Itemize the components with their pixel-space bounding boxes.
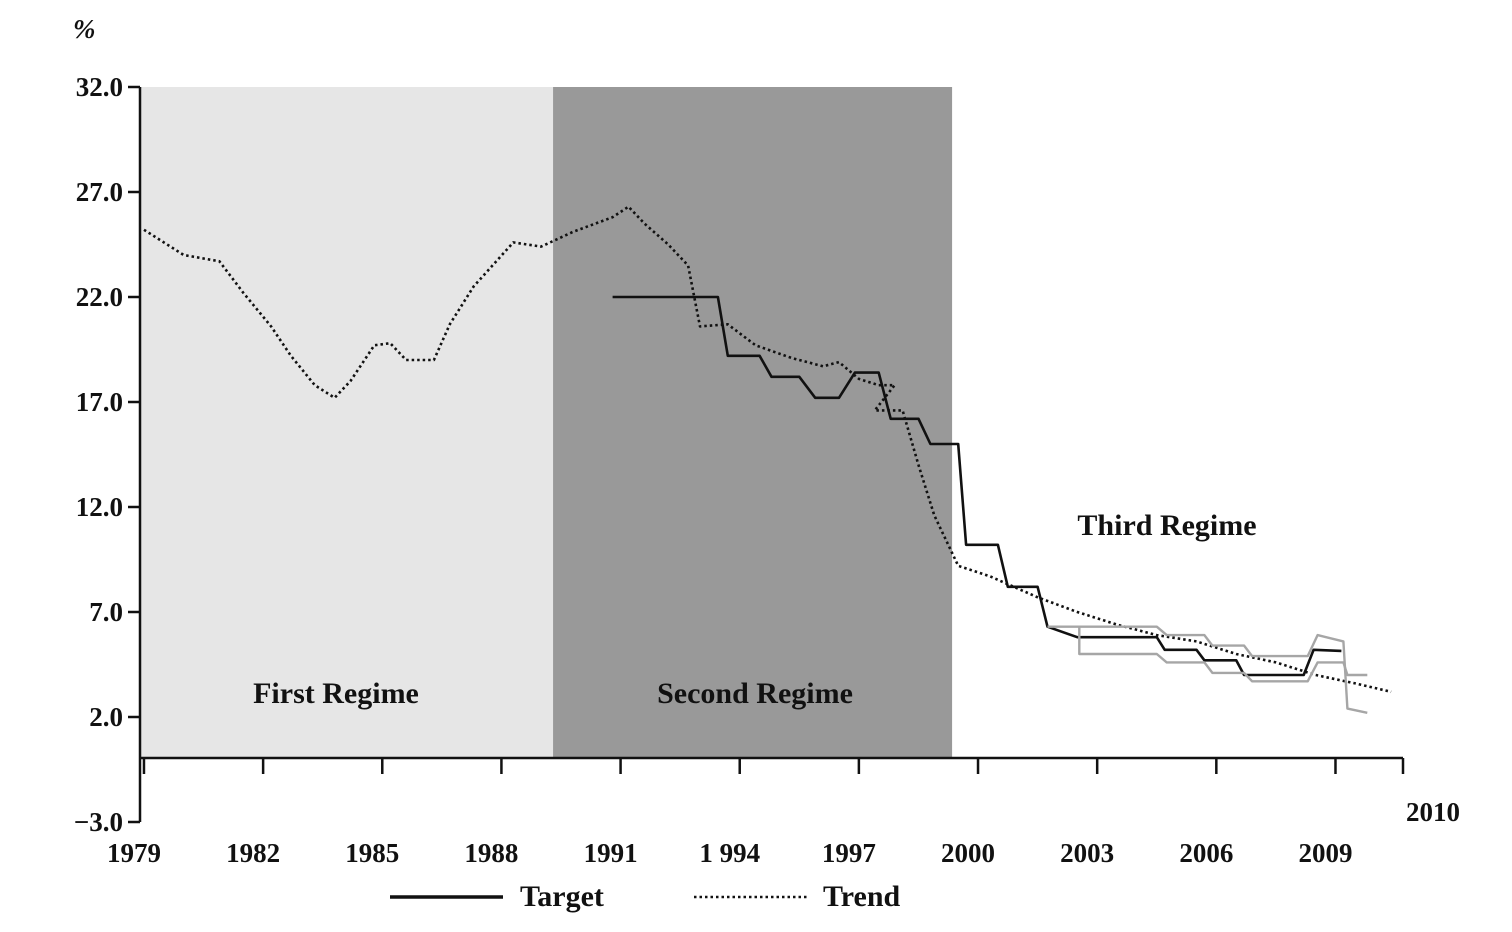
y-tick-label: 17.0 (76, 387, 123, 417)
legend-label-target: Target (520, 880, 604, 913)
y-tick-label: −3.0 (74, 807, 123, 837)
x-tick-label: 1997 (822, 838, 876, 868)
legend-label-trend: Trend (823, 880, 901, 913)
y-tick-label: 7.0 (89, 597, 123, 627)
series-line-secondary-2 (1047, 625, 1368, 714)
x-tick-label: 1982 (226, 838, 280, 868)
y-axis-unit-label: % (73, 14, 96, 44)
regime-regions (140, 87, 1403, 758)
y-tick-label: 32.0 (76, 72, 123, 102)
x-tick-label: 1985 (345, 838, 399, 868)
y-tick-label: 12.0 (76, 492, 123, 522)
x-tick-label: 2003 (1060, 838, 1114, 868)
x-tick-label: 2009 (1298, 838, 1352, 868)
x-tick-label: 1 994 (699, 838, 760, 868)
y-tick-label: 2.0 (89, 702, 123, 732)
region-label-third-regime: Third Regime (1077, 509, 1256, 542)
y-tick-label: 22.0 (76, 282, 123, 312)
series (143, 205, 1392, 714)
region-label-second-regime: Second Regime (657, 677, 853, 710)
series-line-secondary-3 (1078, 626, 1368, 683)
axes: % (73, 14, 1403, 822)
series-line-target (612, 295, 1342, 677)
region-label-first-regime: First Regime (253, 677, 419, 710)
x-tick-label: 2006 (1179, 838, 1233, 868)
x-tick-label: 1979 (107, 838, 161, 868)
region-first-regime-shade (140, 87, 554, 758)
x-tick-label: 2000 (941, 838, 995, 868)
y-tick-label: 27.0 (76, 177, 123, 207)
x-tick-label: 1988 (464, 838, 518, 868)
region-second-regime-shade (553, 87, 953, 758)
x-tick-label: 1991 (584, 838, 638, 868)
region-labels: First Regime Second Regime Third Regime (253, 509, 1256, 710)
series-line-trend (143, 205, 1392, 694)
region-third-regime-shade (952, 87, 1403, 758)
x-extra-label: 2010 (1406, 797, 1460, 827)
legend: Target Trend (390, 880, 901, 913)
